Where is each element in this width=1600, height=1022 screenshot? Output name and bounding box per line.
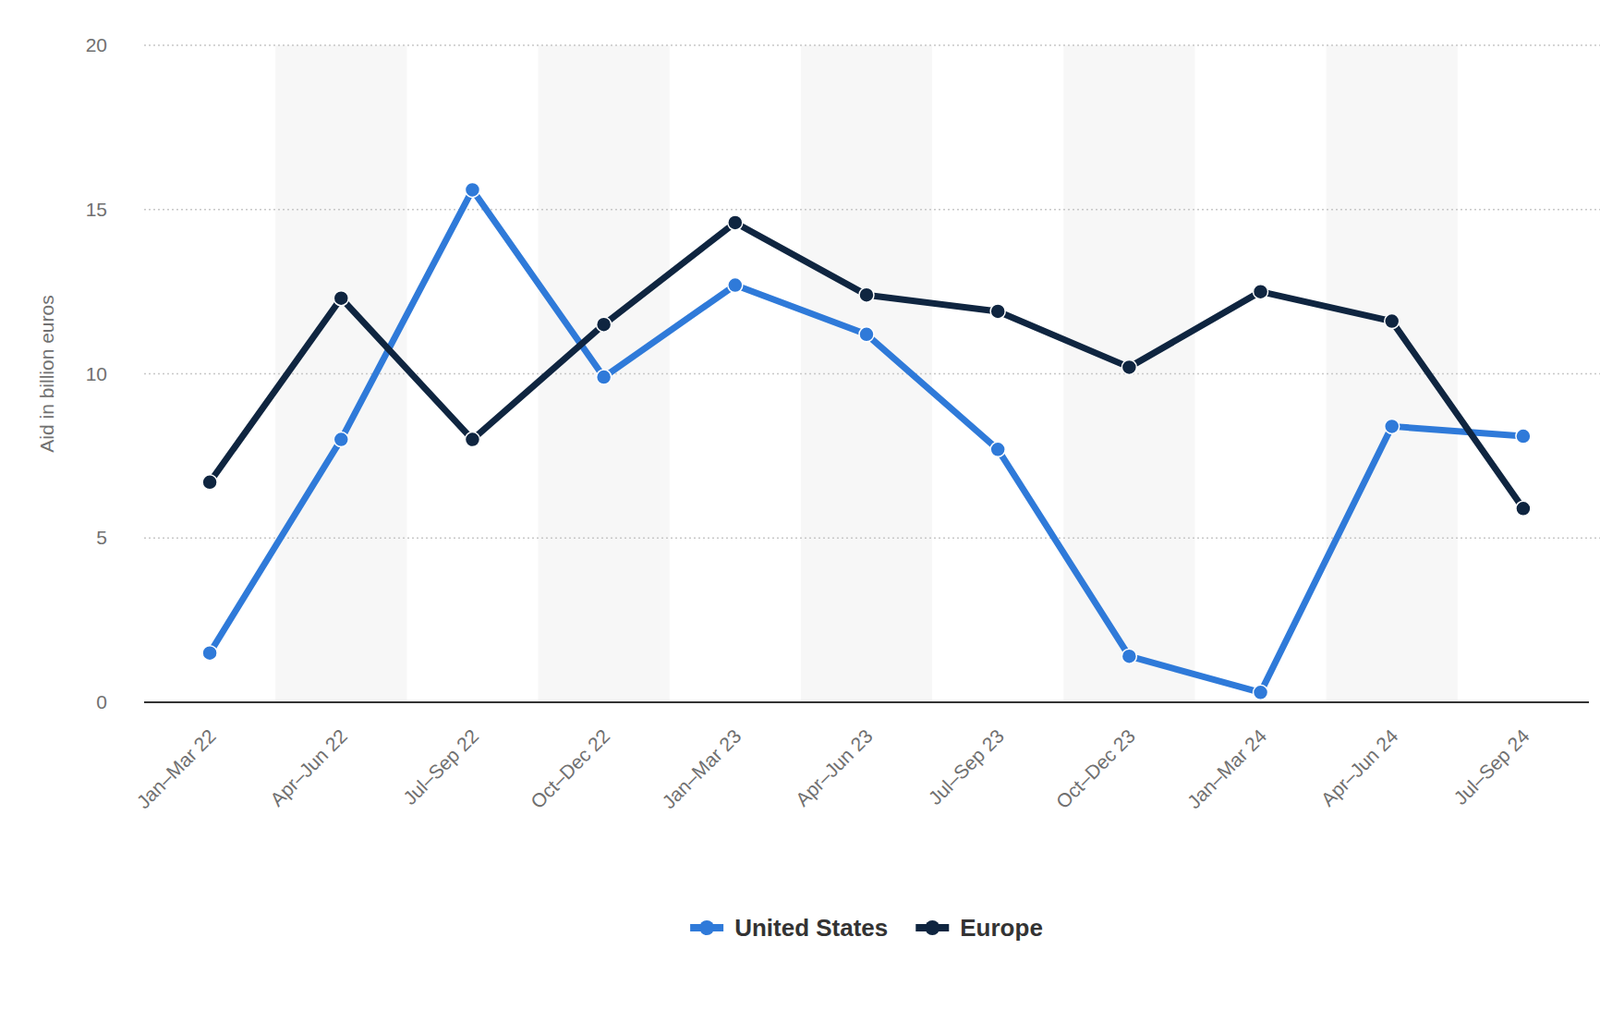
marker[interactable]	[1384, 418, 1400, 434]
legend: United States Europe	[690, 913, 1043, 942]
y-tick-label: 5	[96, 526, 108, 548]
marker[interactable]	[202, 645, 218, 661]
x-tick-label: Jan–Mar 24	[1183, 724, 1272, 813]
x-axis-line	[144, 701, 1589, 704]
y-axis-label: Aid in billion euros	[36, 294, 58, 452]
legend-item[interactable]: Europe	[915, 913, 1043, 942]
legend-label: United States	[734, 913, 888, 942]
legend-marker	[924, 920, 940, 935]
marker[interactable]	[596, 369, 612, 385]
series-line	[209, 189, 1524, 692]
plot-area	[202, 181, 1531, 700]
legend-label: Europe	[959, 913, 1043, 942]
x-tick-label: Apr–Jun 23	[791, 725, 877, 811]
marker[interactable]	[1515, 500, 1531, 516]
marker[interactable]	[1121, 648, 1137, 664]
y-tick-label: 0	[96, 690, 108, 713]
y-tick-label: 10	[85, 363, 108, 385]
band	[538, 45, 670, 703]
marker[interactable]	[333, 290, 349, 306]
x-tick-label: Apr–Jun 24	[1316, 724, 1402, 810]
x-tick-label: Jul–Sep 23	[923, 725, 1008, 810]
marker[interactable]	[859, 287, 874, 303]
x-tick-label: Jul–Sep 22	[399, 725, 484, 810]
y-axis: 0 5 10 15 20	[85, 34, 1600, 713]
grid-line	[144, 44, 1600, 47]
y-tick-label: 20	[85, 34, 108, 56]
marker[interactable]	[464, 181, 480, 197]
marker[interactable]	[202, 474, 218, 490]
y-tick-label: 15	[85, 198, 108, 220]
legend-marker	[699, 920, 715, 935]
x-tick-label: Jan–Mar 22	[132, 725, 220, 813]
marker[interactable]	[333, 432, 349, 448]
marker[interactable]	[1253, 284, 1269, 300]
marker[interactable]	[1121, 359, 1137, 375]
grid-line	[144, 537, 1600, 540]
marker[interactable]	[1384, 314, 1400, 329]
x-axis: Jan–Mar 22 Apr–Jun 22 Jul–Sep 22 Oct–Dec 22…	[132, 724, 1534, 813]
marker[interactable]	[596, 316, 612, 332]
band	[275, 45, 407, 703]
grid-line	[144, 373, 1600, 376]
series	[202, 215, 1531, 516]
x-tick-label: Oct–Dec 22	[526, 725, 615, 813]
series	[202, 181, 1531, 700]
x-tick-label: Jul–Sep 24	[1449, 724, 1534, 809]
grid-line	[144, 208, 1600, 211]
x-tick-label: Apr–Jun 22	[266, 725, 352, 811]
x-tick-label: Oct–Dec 23	[1052, 725, 1140, 813]
marker[interactable]	[990, 303, 1006, 319]
marker[interactable]	[1515, 428, 1531, 444]
marker[interactable]	[727, 215, 743, 231]
marker[interactable]	[1253, 684, 1269, 700]
marker[interactable]	[727, 278, 743, 293]
marker[interactable]	[990, 441, 1006, 457]
legend-item[interactable]: United States	[690, 913, 888, 942]
chart: 0 5 10 15 20 Aid in billion euros Jan–Mar 22 Ap…	[0, 0, 1600, 1022]
series-line	[209, 222, 1524, 509]
x-tick-label: Jan–Mar 23	[657, 725, 746, 813]
marker[interactable]	[464, 432, 480, 448]
marker[interactable]	[859, 327, 874, 342]
